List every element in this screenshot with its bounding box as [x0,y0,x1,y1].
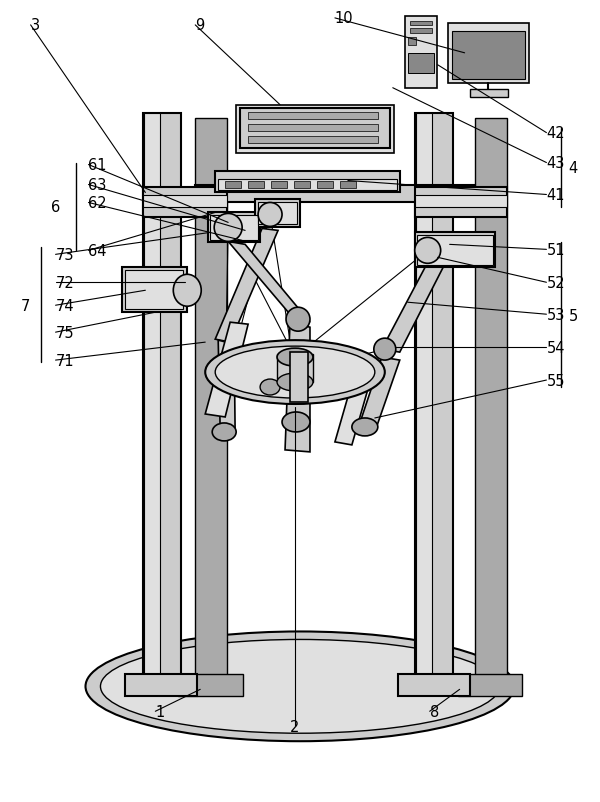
Polygon shape [358,358,400,432]
Text: 51: 51 [547,242,565,257]
Bar [143,196,227,209]
Text: 53: 53 [547,307,565,322]
Ellipse shape [415,238,440,264]
Bar [248,181,264,189]
Bar [208,213,260,243]
Bar [410,29,431,34]
Ellipse shape [214,214,242,242]
Bar [458,674,523,696]
Bar [258,203,297,225]
Text: 5: 5 [569,308,578,323]
Bar [410,22,431,26]
Text: 52: 52 [547,275,565,290]
Bar [248,124,378,132]
Bar [218,180,397,191]
Ellipse shape [286,308,310,332]
Ellipse shape [258,203,282,227]
Bar [195,185,475,203]
Text: 41: 41 [547,188,565,203]
Bar [248,112,378,119]
Text: 72: 72 [56,275,74,290]
Bar [475,119,506,682]
Bar [398,674,470,696]
Polygon shape [335,363,375,445]
Bar [417,236,493,266]
Bar [125,674,197,696]
Bar [277,354,313,383]
Bar [271,181,287,189]
Bar [290,353,308,403]
Ellipse shape [85,632,515,741]
Polygon shape [228,242,310,322]
Bar [452,32,526,79]
Ellipse shape [352,419,378,436]
Bar [240,108,390,148]
Ellipse shape [100,640,500,733]
Text: 63: 63 [88,178,107,192]
Text: 9: 9 [195,18,205,34]
Bar [317,181,333,189]
Text: 55: 55 [547,373,565,388]
Ellipse shape [260,379,280,395]
Polygon shape [382,263,445,353]
Text: 71: 71 [56,353,74,368]
Text: 4: 4 [569,161,578,176]
Bar [448,24,529,83]
Text: 62: 62 [88,196,107,211]
Polygon shape [218,341,235,435]
Bar [255,200,300,228]
Text: 3: 3 [31,18,40,34]
Bar [470,90,508,98]
Bar [178,674,243,696]
Bar [145,114,160,682]
Bar [416,114,431,682]
Text: 1: 1 [155,704,164,719]
Bar [236,106,394,153]
Bar [294,181,310,189]
Ellipse shape [173,275,201,307]
Text: 2: 2 [290,719,299,734]
Bar [225,181,241,189]
Bar [125,271,183,310]
Polygon shape [285,322,310,452]
Text: 6: 6 [51,200,60,215]
Polygon shape [205,322,248,418]
Ellipse shape [212,423,236,441]
Text: 7: 7 [21,298,31,314]
Bar [340,181,356,189]
Bar [415,114,452,682]
Text: 75: 75 [56,326,74,340]
Ellipse shape [277,349,313,367]
Bar [408,54,434,74]
Ellipse shape [205,341,385,404]
Text: 8: 8 [430,704,439,719]
Bar [143,114,181,682]
Text: 61: 61 [88,158,107,173]
Ellipse shape [374,338,396,361]
Bar [215,172,400,193]
Bar [415,233,494,268]
Ellipse shape [282,412,310,432]
Bar [195,119,227,682]
Bar [210,217,258,241]
Bar [415,196,506,209]
Ellipse shape [215,346,375,399]
Bar [143,188,227,218]
Polygon shape [215,229,278,342]
Text: 73: 73 [56,248,74,262]
Text: 10: 10 [335,11,353,26]
Bar [408,38,416,46]
Text: 74: 74 [56,298,74,314]
Ellipse shape [277,374,313,391]
Bar [122,268,187,313]
Bar [415,188,506,218]
Bar [248,136,378,144]
Bar [405,17,437,88]
Text: 43: 43 [547,156,565,171]
Text: 54: 54 [547,340,565,355]
Text: 64: 64 [88,244,107,258]
Text: 42: 42 [547,126,565,141]
